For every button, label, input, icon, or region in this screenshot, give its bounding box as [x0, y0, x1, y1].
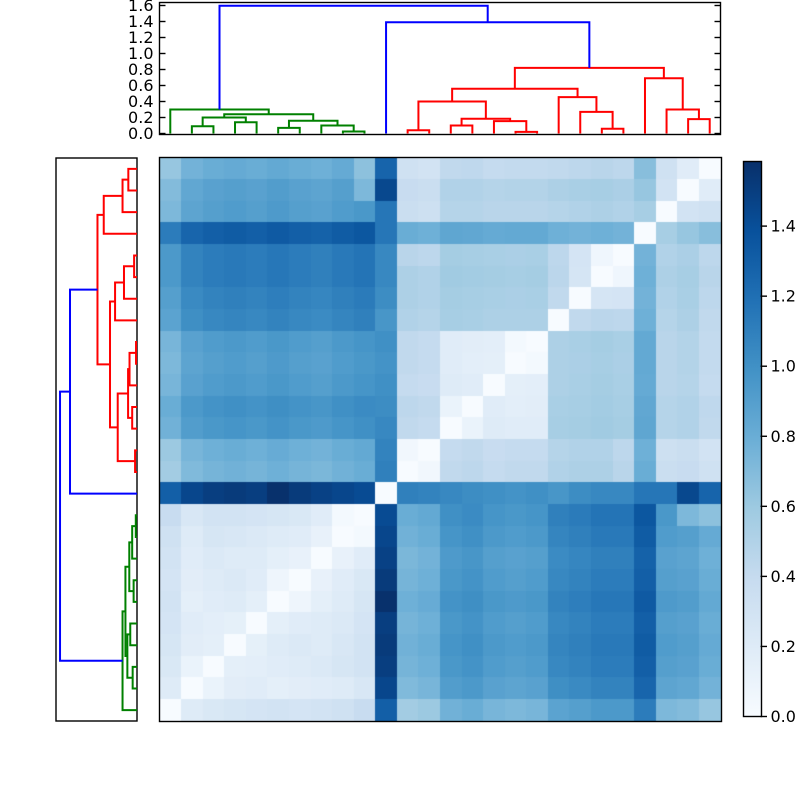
colorbar-tick-label: 0.0: [771, 707, 796, 726]
left-dendrogram-box: [55, 157, 138, 722]
heatmap-canvas: [160, 158, 721, 721]
colorbar-tick-label: 0.4: [771, 567, 796, 586]
top-dendrogram-link: [406, 129, 431, 134]
top-dendrogram-link: [579, 110, 614, 134]
left-dendrogram-link: [121, 178, 137, 214]
colorbar-tick-label: 0.2: [771, 637, 796, 656]
colorbar-tick-label: 0.8: [771, 427, 796, 446]
left-dendrogram-link: [127, 167, 137, 192]
top-axis-tick-label: 0.2: [128, 108, 153, 127]
left-dendrogram-link: [135, 341, 138, 365]
left-dendrogram-link: [96, 213, 111, 366]
top-axis-tick-label: 0.4: [128, 92, 153, 111]
left-dendrogram-link: [129, 622, 137, 647]
top-dendrogram-link: [449, 124, 474, 134]
colorbar-gradient: [744, 162, 761, 716]
top-dendrogram-link: [514, 130, 539, 134]
left-dendrogram-link: [114, 281, 137, 322]
colorbar-tick-label: 1.2: [771, 287, 796, 306]
colorbar-tick-label: 0.6: [771, 497, 796, 516]
top-axis-tick-label: 1.6: [128, 0, 153, 15]
top-axis-tick-label: 0.8: [128, 60, 153, 79]
top-dendrogram-link: [277, 126, 301, 134]
top-axis-tick-label: 0.6: [128, 76, 153, 95]
top-dendrogram-link: [600, 127, 625, 134]
top-dendrogram-link: [287, 119, 339, 128]
top-dendrogram-link: [190, 125, 215, 134]
top-dendrogram-link: [687, 118, 711, 134]
colorbar-tick-label: 1.4: [771, 217, 796, 236]
top-axis-tick-label: 0.0: [128, 124, 153, 143]
left-dendrogram-link: [131, 406, 137, 430]
top-dendrogram-link: [341, 130, 366, 134]
colorbar-border: [742, 160, 763, 718]
left-dendrogram-link: [59, 390, 123, 662]
top-axis-tick-label: 1.2: [128, 28, 153, 47]
top-dendrogram-link: [234, 121, 258, 134]
top-dendrogram-link: [665, 108, 700, 134]
top-dendrogram-link: [557, 96, 598, 134]
top-dendrogram-link: [513, 66, 665, 89]
top-dendrogram-link: [218, 4, 489, 110]
left-dendrogram-link: [102, 194, 137, 235]
top-axis-tick-label: 1.0: [128, 44, 153, 63]
top-dendrogram-link: [643, 77, 684, 134]
heatmap-border: [158, 156, 723, 723]
top-axis-tick-label: 1.4: [128, 12, 153, 31]
top-dendrogram-box: [158, 1, 722, 136]
colorbar-tick-label: 1.0: [771, 357, 796, 376]
